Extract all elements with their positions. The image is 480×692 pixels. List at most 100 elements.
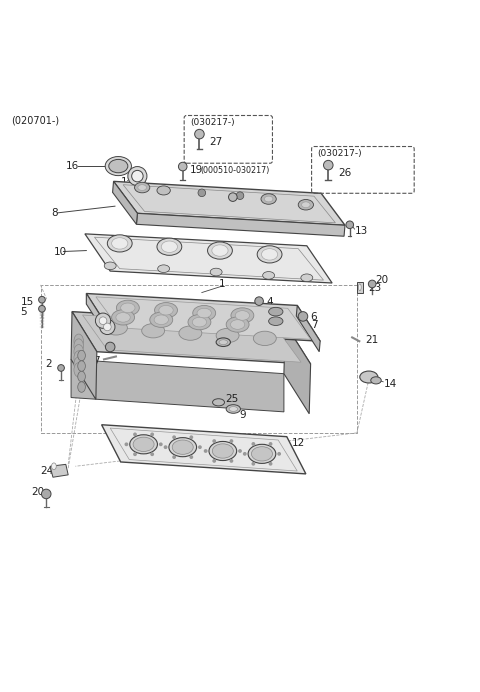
Ellipse shape [78,382,85,392]
Circle shape [164,445,168,449]
Text: 23: 23 [368,283,381,293]
Ellipse shape [74,339,84,353]
Text: 11: 11 [120,177,134,188]
Ellipse shape [105,156,132,176]
Circle shape [368,280,376,288]
Circle shape [96,313,111,328]
Circle shape [133,453,137,456]
Ellipse shape [264,196,273,202]
Circle shape [133,432,137,436]
Circle shape [179,162,187,171]
Polygon shape [72,311,311,364]
Circle shape [100,319,115,334]
Ellipse shape [212,245,228,256]
Polygon shape [86,293,320,341]
Ellipse shape [116,313,130,322]
Text: 21: 21 [365,335,378,345]
Circle shape [243,452,247,456]
Text: (030217-): (030217-) [190,118,235,127]
Circle shape [172,435,176,439]
Ellipse shape [138,185,146,190]
Ellipse shape [159,305,173,315]
Ellipse shape [301,274,313,282]
Ellipse shape [105,320,127,335]
Ellipse shape [133,437,154,451]
Ellipse shape [74,357,84,372]
Circle shape [159,442,163,446]
Ellipse shape [213,399,225,406]
Polygon shape [123,185,336,223]
Circle shape [298,311,308,321]
Ellipse shape [359,284,361,291]
Ellipse shape [263,271,275,279]
Polygon shape [136,213,345,236]
Circle shape [228,193,237,201]
Circle shape [106,342,115,352]
Ellipse shape [74,345,84,359]
Ellipse shape [78,350,85,361]
Ellipse shape [253,331,276,345]
Ellipse shape [150,312,173,327]
Circle shape [150,432,154,436]
Text: 25: 25 [226,394,239,404]
Polygon shape [114,181,345,226]
Circle shape [132,170,143,182]
Text: 27: 27 [209,137,222,147]
Circle shape [346,221,354,228]
Ellipse shape [301,202,310,208]
Ellipse shape [230,320,245,329]
Polygon shape [102,425,306,474]
Circle shape [38,305,45,312]
Ellipse shape [78,361,85,372]
Text: 14: 14 [384,379,397,389]
Ellipse shape [134,182,150,193]
Polygon shape [284,324,311,414]
Ellipse shape [209,441,237,461]
Circle shape [38,296,45,303]
Circle shape [229,459,233,463]
Ellipse shape [155,302,178,318]
Circle shape [190,435,193,439]
Circle shape [255,297,264,305]
Text: 2: 2 [45,359,52,369]
Polygon shape [110,428,297,471]
Circle shape [204,449,207,453]
Text: 19: 19 [190,165,203,175]
Ellipse shape [212,444,233,458]
Ellipse shape [188,314,211,330]
Circle shape [229,439,233,443]
Text: 16: 16 [66,161,79,171]
Circle shape [58,365,64,372]
Circle shape [104,323,111,331]
Ellipse shape [226,405,240,413]
Ellipse shape [360,371,378,383]
Text: 6: 6 [311,312,317,322]
Ellipse shape [210,268,222,276]
Ellipse shape [112,310,134,325]
Ellipse shape [104,262,116,270]
Text: 15: 15 [21,297,34,307]
Polygon shape [85,234,332,283]
Ellipse shape [192,318,206,327]
Circle shape [269,462,273,466]
Polygon shape [86,293,109,340]
Ellipse shape [157,238,182,255]
Text: 18: 18 [78,318,90,328]
Circle shape [238,449,242,453]
Ellipse shape [207,242,232,259]
Ellipse shape [154,315,168,325]
Ellipse shape [74,334,84,348]
Circle shape [124,442,128,446]
Ellipse shape [157,186,170,195]
Polygon shape [71,359,284,412]
Ellipse shape [78,372,85,382]
Text: (030217-): (030217-) [317,149,362,158]
Ellipse shape [51,463,56,470]
Text: 8: 8 [51,208,58,218]
Text: 13: 13 [355,226,368,236]
Ellipse shape [74,363,84,377]
Circle shape [252,462,255,466]
Text: 10: 10 [54,246,67,257]
Text: 6: 6 [92,343,99,354]
Ellipse shape [172,440,193,455]
